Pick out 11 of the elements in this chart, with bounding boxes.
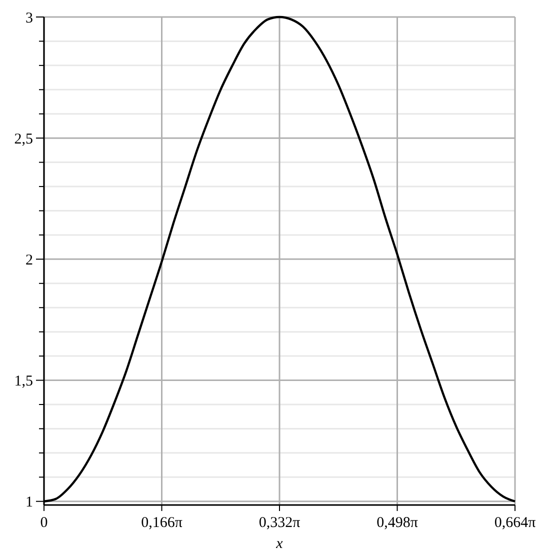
y-tick-label: 3 [26, 10, 33, 26]
x-tick-label: 0,664π [494, 515, 536, 531]
x-tick-label: 0,166π [141, 515, 183, 531]
y-tick-label: 1 [26, 494, 33, 511]
x-tick-label: 0 [40, 515, 48, 531]
x-tick-label: 0,332π [258, 515, 301, 531]
y-tick-label: 2,5 [14, 131, 33, 148]
x-tick-label: 0,498π [376, 515, 418, 531]
y-tick-label: 2 [26, 252, 33, 268]
y-tick-label: 1,5 [14, 374, 33, 390]
x-axis-title: x [275, 536, 284, 552]
